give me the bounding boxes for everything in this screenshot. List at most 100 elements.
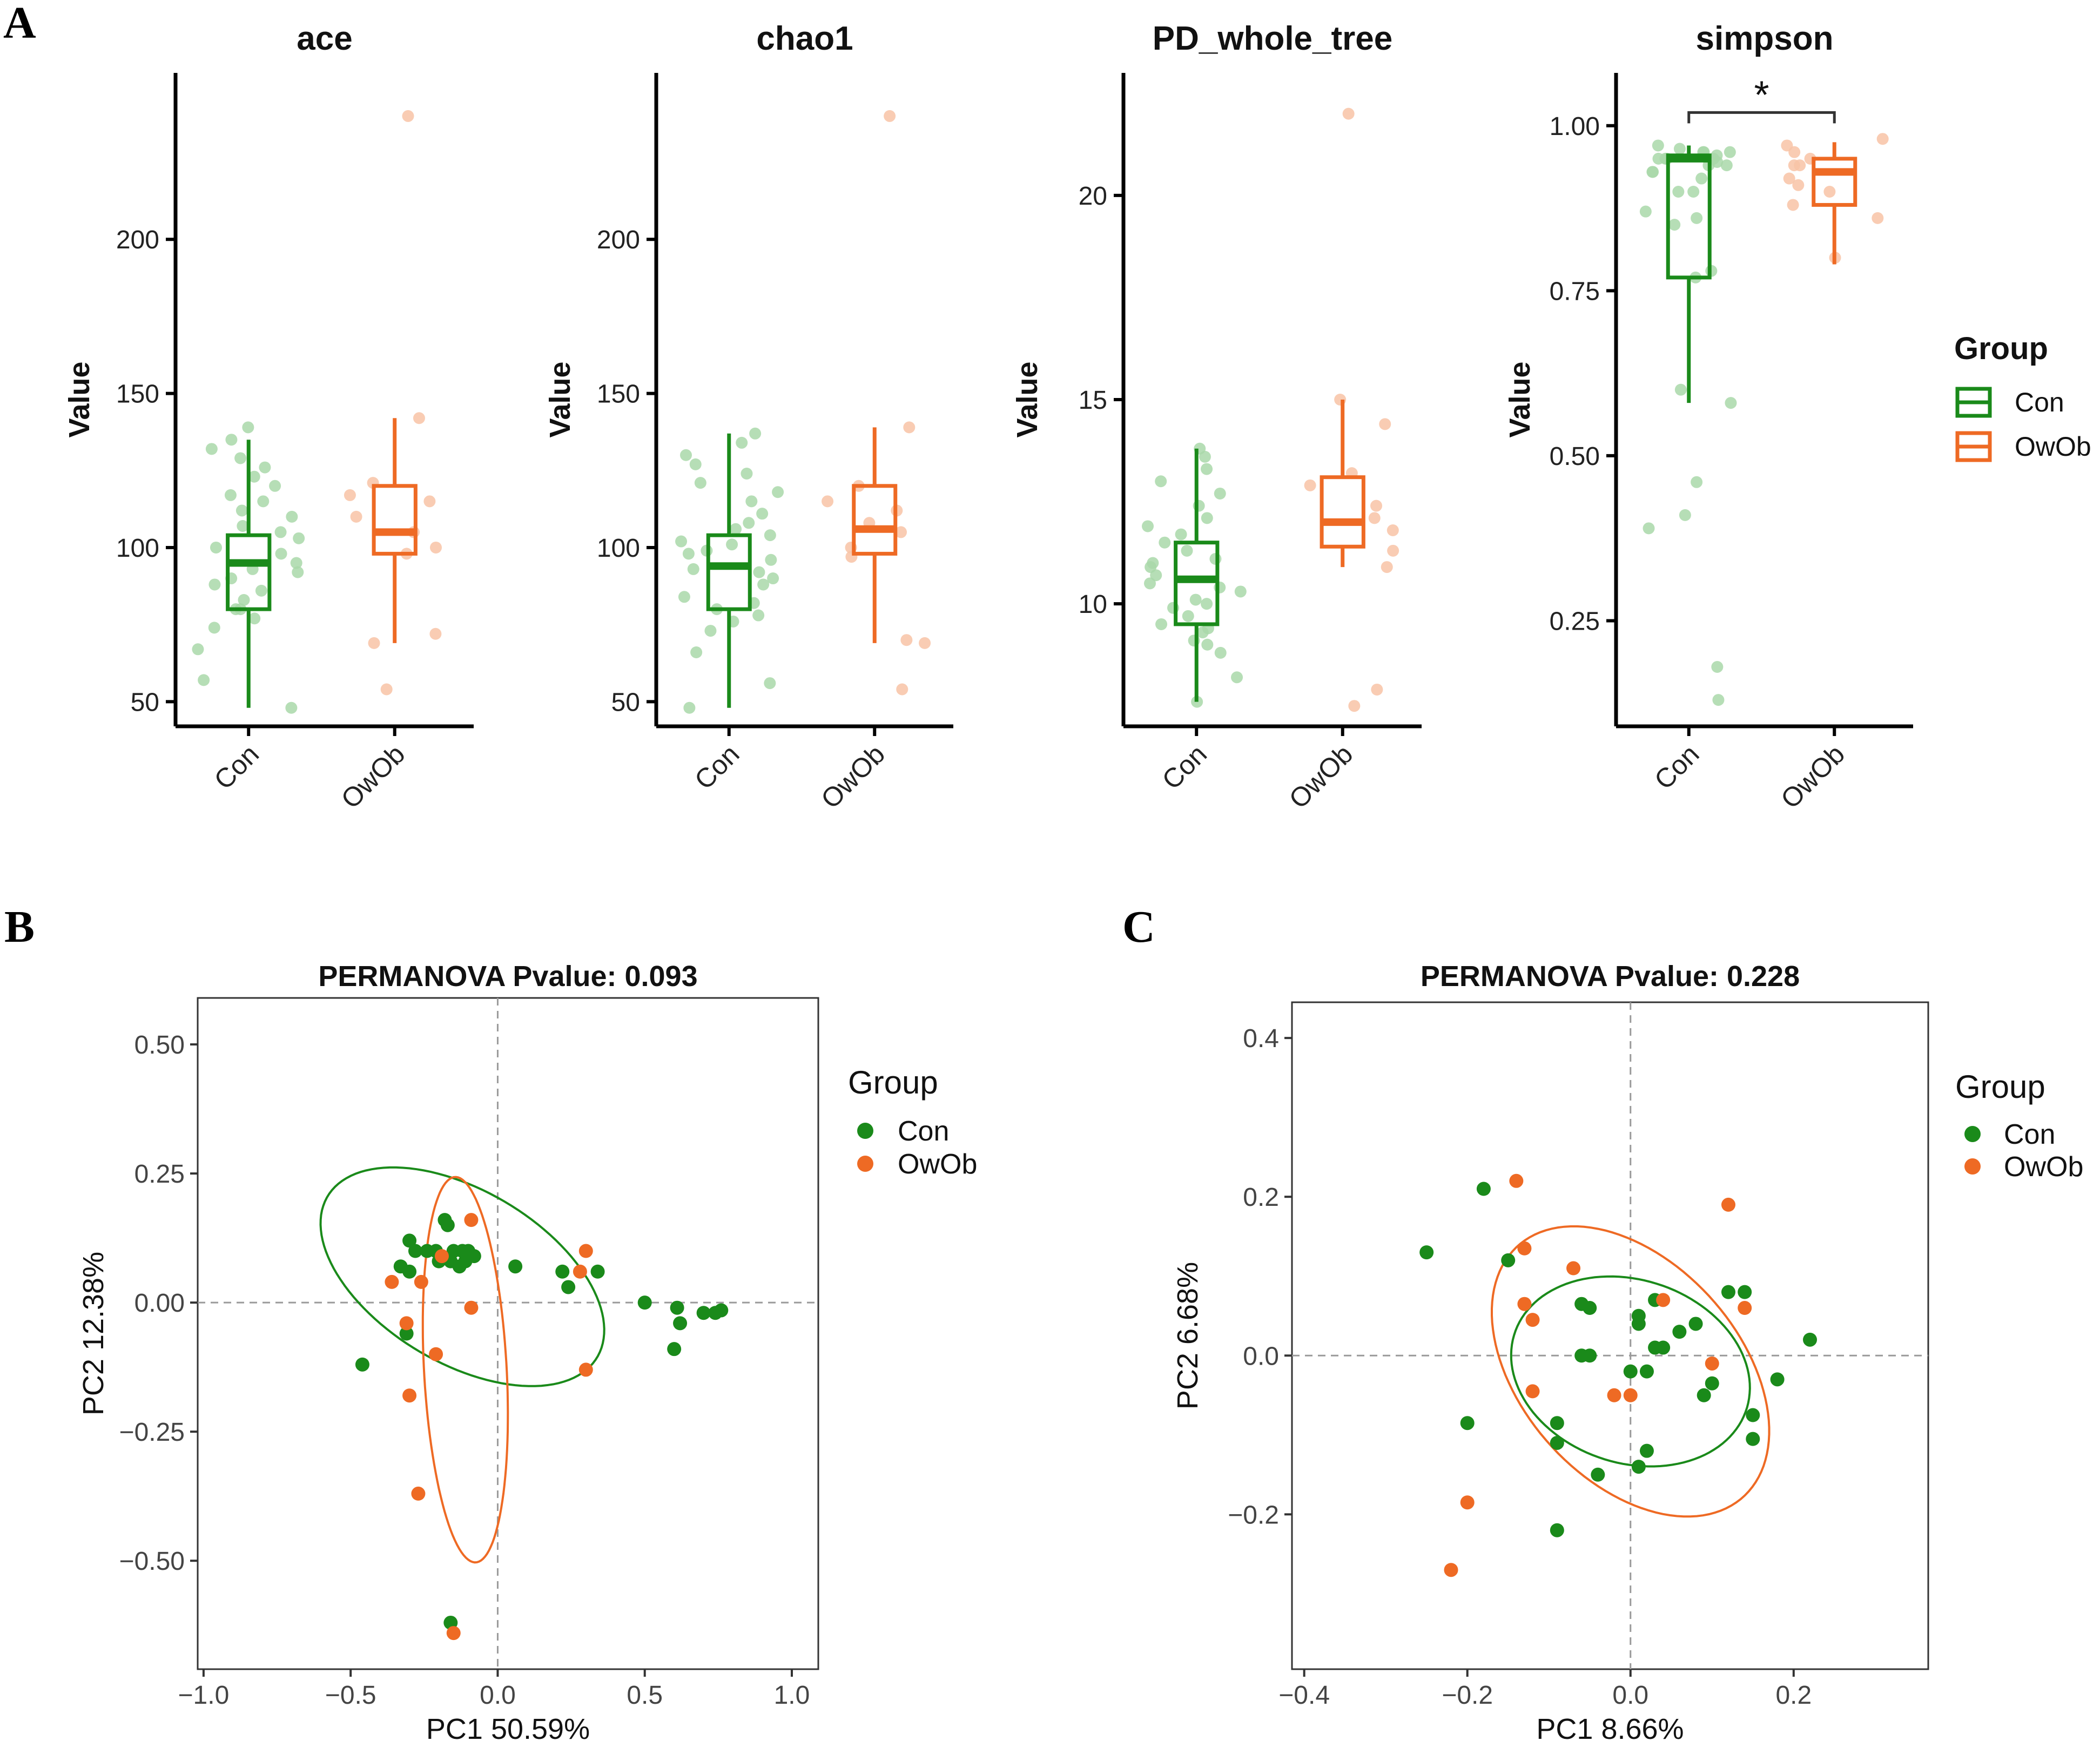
data-point-pcoa_B-OwOb [464,1213,479,1227]
data-point-PD_whole_tree-OwOb [1379,418,1391,430]
y-tick-label-chao1: 50 [611,688,640,717]
legend-a: Group Con OwOb [1954,331,2091,462]
data-point-ace-OwOb [430,541,442,554]
data-point-ace-Con [208,578,221,591]
data-point-chao1-Con [730,523,742,535]
data-point-PD_whole_tree-Con [1214,487,1226,500]
data-point-PD_whole_tree-Con [1201,598,1213,610]
legend-b: Group Con OwOb [848,1064,977,1180]
data-point-PD_whole_tree-OwOb [1342,107,1355,120]
x-axis-label-pcoa_B: PC1 50.59% [426,1713,590,1741]
data-point-pcoa_C-OwOb [1525,1313,1540,1327]
data-point-PD_whole_tree-Con [1181,544,1193,557]
data-point-pcoa_C-OwOb [1656,1293,1671,1307]
data-point-ace-OwOb [368,637,380,649]
legend-c-con-key [1964,1126,1981,1142]
y-tick-label-ace: 100 [116,534,159,563]
y-axis-label-pcoa_B: PC2 12.38% [77,1252,110,1415]
x-tick-label-simpson: Con [1648,739,1705,795]
data-point-pcoa_B-OwOb [434,1249,449,1264]
chart-title-chao1: chao1 [756,20,853,57]
x-tick-label-pcoa_C: −0.2 [1442,1681,1493,1710]
boxplot-ace: ace Value 50 100 150 200 Con OwOb [63,20,474,814]
data-point-chao1-Con [682,548,695,560]
data-point-simpson-Con [1639,205,1652,218]
data-point-pcoa_C-Con [1623,1364,1638,1379]
data-point-pcoa_C-Con [1583,1301,1597,1315]
data-point-PD_whole_tree-Con [1155,618,1168,630]
data-point-pcoa_C-Con [1419,1245,1434,1260]
data-point-simpson-Con [1691,212,1703,224]
data-point-pcoa_C-Con [1746,1408,1760,1422]
data-point-pcoa_C-OwOb [1705,1356,1719,1371]
data-point-PD_whole_tree-OwOb [1381,561,1393,573]
y-axis-label-pcoa_C: PC2 6.68% [1172,1262,1204,1409]
chart-title-PD_whole_tree: PD_whole_tree [1153,20,1393,57]
data-point-PD_whole_tree-Con [1159,536,1171,549]
scatter-pcoa_C: PERMANOVA Pvalue: 0.228 −0.4 −0.2 0.0 0.2 −0.… [1172,960,1929,1741]
data-point-chao1-Con [749,427,762,440]
data-point-ace-Con [234,452,247,464]
data-point-simpson-OwOb [1781,139,1793,152]
x-tick-label-pcoa_C: −0.4 [1278,1681,1330,1710]
data-point-chao1-Con [745,495,758,508]
data-point-PD_whole_tree-Con [1155,475,1167,488]
data-point-pcoa_C-OwOb [1566,1261,1581,1276]
plot-frame-pcoa_C [1291,1001,1929,1670]
data-point-simpson-Con [1673,143,1686,155]
y-tick-label-pcoa_C: −0.2 [1228,1501,1279,1529]
x-tick-label-pcoa_B: −1.0 [178,1681,230,1710]
legend-b-title: Group [848,1064,938,1101]
data-point-pcoa_C-Con [1656,1340,1671,1355]
data-point-pcoa_C-OwOb [1525,1384,1540,1399]
data-point-chao1-Con [752,609,765,622]
panel-label-c: C [1122,902,1155,952]
data-point-pcoa_C-OwOb [1444,1563,1458,1577]
data-point-pcoa_C-Con [1721,1285,1735,1299]
data-point-pcoa_B-Con [555,1264,570,1279]
data-point-ace-Con [292,566,304,578]
x-tick-label-PD_whole_tree: OwOb [1283,739,1359,814]
data-point-chao1-OwOb [884,110,896,122]
data-point-chao1-OwOb [903,421,916,434]
data-point-simpson-OwOb [1788,159,1800,172]
boxplot-chao1: chao1 Value 50 100 150 200 Con OwOb [544,20,953,814]
data-point-simpson-Con [1674,383,1687,396]
data-point-PD_whole_tree-OwOb [1387,544,1399,557]
data-point-pcoa_C-OwOb [1607,1388,1621,1402]
y-tick-label-chao1: 200 [597,226,640,254]
data-point-pcoa_C-Con [1460,1416,1475,1430]
y-tick-label-pcoa_C: 0.4 [1243,1024,1279,1053]
x-tick-label-pcoa_B: 1.0 [774,1681,810,1710]
data-point-ace-OwOb [413,412,425,424]
legend-b-con-key [857,1123,873,1139]
chart-title-simpson: simpson [1696,20,1834,57]
data-point-pcoa_C-Con [1583,1348,1597,1363]
data-point-pcoa_C-OwOb [1460,1495,1475,1510]
data-point-pcoa_B-Con [667,1342,682,1357]
data-point-chao1-Con [726,538,738,551]
data-point-simpson-OwOb [1787,199,1799,211]
data-point-simpson-Con [1724,146,1736,158]
data-point-pcoa_C-Con [1697,1388,1711,1402]
data-point-pcoa_C-Con [1631,1460,1646,1474]
data-point-ace-Con [257,495,270,508]
x-tick-label-ace: OwOb [335,739,411,814]
data-point-ace-OwOb [380,683,393,696]
data-point-pcoa_B-Con [561,1280,576,1294]
y-axis-label-ace: Value [63,361,96,437]
y-tick-label-pcoa_B: 0.25 [134,1160,185,1189]
panel-label-a: A [3,0,36,48]
legend-c-owob-label: OwOb [2004,1151,2083,1183]
data-point-chao1-Con [765,554,777,566]
data-point-chao1-Con [741,467,753,480]
data-point-ace-OwOb [350,510,362,523]
data-point-simpson-OwOb [1783,172,1795,185]
data-point-pcoa_B-Con [440,1218,455,1232]
data-point-pcoa_B-OwOb [399,1316,414,1331]
data-point-pcoa_C-Con [1550,1435,1564,1450]
data-point-ace-OwOb [402,110,414,122]
data-point-simpson-Con [1672,186,1685,198]
x-tick-label-pcoa_C: 0.2 [1775,1681,1812,1710]
